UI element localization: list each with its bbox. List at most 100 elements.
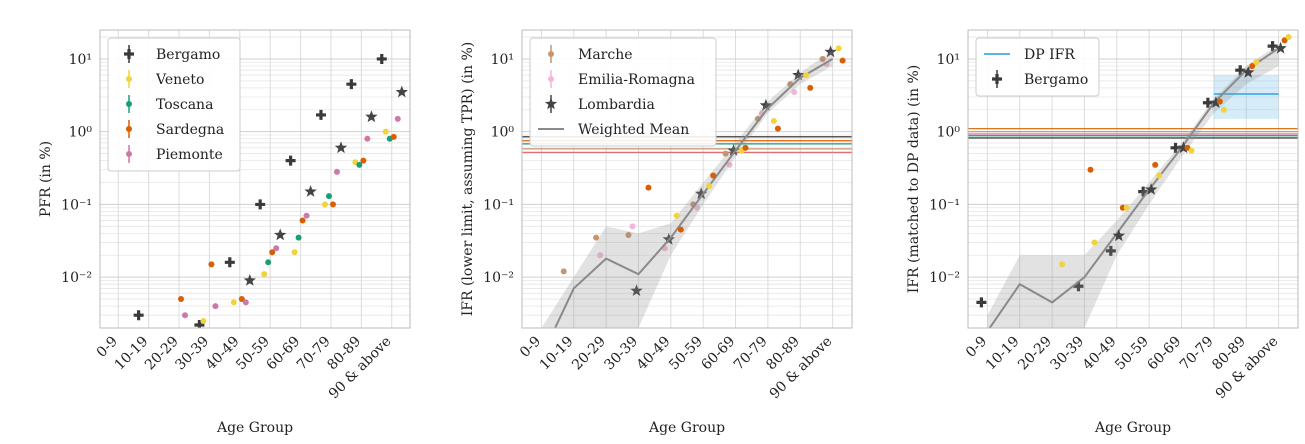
y-tick-label: 10¹ <box>491 52 514 68</box>
x-tick-label: 10-19 <box>112 334 152 374</box>
marker-circle <box>364 135 371 142</box>
marker-plus <box>992 74 1002 84</box>
marker-circle <box>230 299 237 306</box>
y-tick-label: 10⁻¹ <box>61 197 92 213</box>
legend-label: Bergamo <box>1024 72 1088 88</box>
marker-circle <box>645 184 652 191</box>
marker-circle <box>303 212 310 219</box>
y-tick-label: 10⁰ <box>491 125 515 141</box>
marker-plus <box>124 49 134 59</box>
marker-star <box>1177 141 1190 154</box>
y-tick-label: 10⁻² <box>61 270 92 286</box>
x-axis-label: Age Group <box>648 420 725 436</box>
marker-star <box>304 185 317 197</box>
legend-label: Veneto <box>155 72 204 88</box>
marker-star <box>1112 229 1125 242</box>
marker-plus <box>133 310 144 321</box>
marker-circle <box>625 231 632 238</box>
marker-plus <box>976 297 987 308</box>
x-tick-label: 10-19 <box>537 334 577 374</box>
marker-circle <box>242 299 249 306</box>
x-tick-label: 30-39 <box>1047 334 1087 374</box>
marker-star <box>1209 96 1223 108</box>
marker-plus <box>1105 245 1116 256</box>
marker-circle <box>238 296 245 303</box>
legend-label: DP IFR <box>1024 47 1075 63</box>
legend-label: Weighted Mean <box>578 122 689 138</box>
legend-box <box>975 37 1100 97</box>
marker-circle <box>356 161 363 168</box>
marker-star <box>395 85 408 98</box>
x-tick-label: 30-39 <box>601 334 641 374</box>
marker-circle <box>1087 166 1094 173</box>
legend-label: Toscana <box>156 97 213 113</box>
marker-circle <box>774 125 781 132</box>
x-axis-label: Age Group <box>216 420 293 436</box>
x-tick-label: 20-29 <box>569 334 609 374</box>
marker-circle <box>200 317 207 324</box>
marker-circle <box>1123 204 1130 211</box>
x-tick-label: 0-9 <box>963 334 990 361</box>
y-axis-label: IFR (lower limit, assuming TPR) (in %) <box>460 42 476 317</box>
marker-star <box>243 274 256 286</box>
marker-plus <box>1267 41 1278 52</box>
marker-circle <box>1249 62 1256 69</box>
marker-circle <box>629 223 636 230</box>
marker-star <box>630 284 643 296</box>
marker-circle <box>742 144 749 151</box>
marker-circle <box>178 296 185 303</box>
marker-plus <box>224 257 235 268</box>
marker-circle <box>1285 34 1292 41</box>
x-tick-label: 50-59 <box>233 334 273 374</box>
marker-circle <box>212 303 219 310</box>
marker-circle <box>706 182 713 189</box>
marker-plus <box>194 319 205 328</box>
marker-plus <box>376 53 387 64</box>
x-tick-label: 20-29 <box>142 334 182 374</box>
marker-circle <box>1156 172 1163 179</box>
marker-circle <box>126 76 132 82</box>
marker-circle <box>548 51 554 57</box>
x-tick-label: 50-59 <box>666 334 706 374</box>
marker-circle <box>839 57 846 64</box>
marker-circle <box>770 118 777 125</box>
marker-circle <box>597 252 604 259</box>
legend-label: Marche <box>578 47 633 63</box>
marker-star <box>727 144 740 156</box>
y-tick-label: 10¹ <box>937 52 960 68</box>
marker-circle <box>126 126 132 132</box>
y-tick-label: 10⁻² <box>483 270 514 286</box>
marker-star <box>334 141 348 154</box>
y-axis-label: IFR (matched to DP data) (in %) <box>906 65 922 293</box>
legend-label: Bergamo <box>156 47 220 63</box>
x-axis-label: Age Group <box>1094 420 1171 436</box>
x-tick-label: 70-79 <box>731 334 771 374</box>
x-tick-label: 70-79 <box>294 334 334 374</box>
marker-circle <box>273 245 280 252</box>
marker-circle <box>560 268 567 275</box>
marker-circle <box>1216 98 1223 105</box>
plot-frame <box>99 29 411 329</box>
x-tick-label: 60-69 <box>699 334 739 374</box>
marker-circle <box>321 201 328 208</box>
marker-plus <box>255 199 266 210</box>
marker-circle <box>261 271 268 278</box>
y-tick-label: 10⁻² <box>929 270 960 286</box>
marker-circle <box>126 101 132 107</box>
marker-circle <box>1253 59 1260 66</box>
marker-circle <box>299 217 306 224</box>
x-tick-label: 0-9 <box>517 334 544 361</box>
plot-area <box>100 30 410 328</box>
y-tick-label: 10⁻¹ <box>483 197 514 213</box>
marker-star <box>792 68 805 81</box>
marker-circle <box>694 204 701 211</box>
marker-star <box>1145 183 1158 195</box>
marker-circle <box>710 172 717 179</box>
y-tick-label: 10⁰ <box>69 125 93 141</box>
marker-circle <box>677 226 684 233</box>
marker-star <box>274 228 287 241</box>
marker-circle <box>295 234 302 241</box>
marker-plus <box>285 155 296 166</box>
marker-circle <box>1281 37 1288 44</box>
